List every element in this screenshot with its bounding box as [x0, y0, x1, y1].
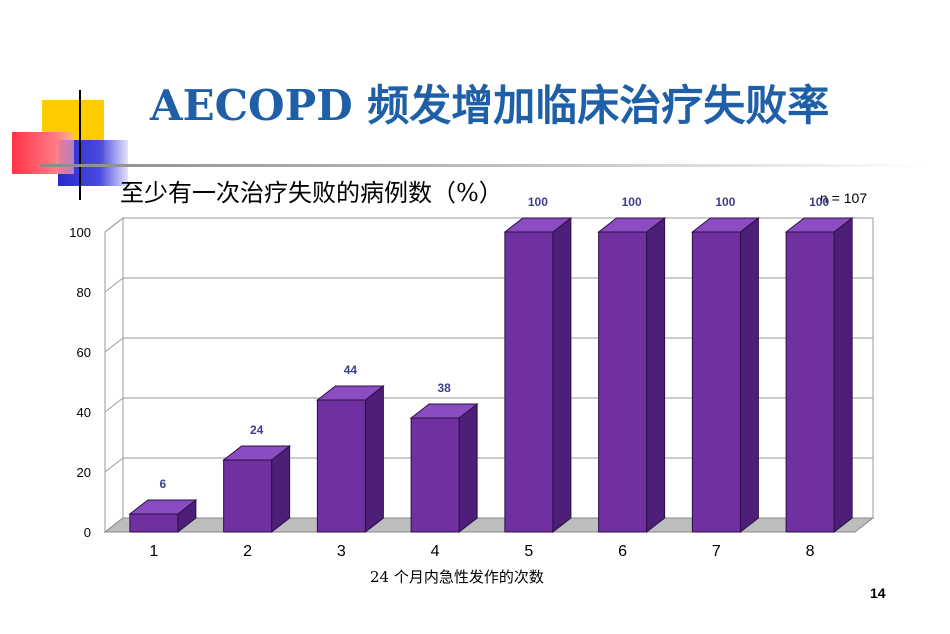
- bar-side: [364, 384, 384, 534]
- x-tick-label: 7: [712, 543, 721, 560]
- y-tick-label: 80: [77, 285, 91, 300]
- bar-side: [552, 216, 572, 534]
- bar-side: [646, 216, 666, 534]
- bar: [129, 513, 179, 533]
- bar-value-label: 100: [528, 195, 548, 209]
- chart-bars: [128, 216, 854, 534]
- title-divider: [40, 164, 925, 167]
- bar: [785, 231, 835, 533]
- bar: [223, 459, 273, 533]
- x-tick-label: 1: [149, 543, 158, 560]
- decor-red-square: [12, 132, 74, 174]
- y-tick-label: 60: [77, 345, 91, 360]
- chart-side-wall: [104, 216, 124, 534]
- bar-value-label: 44: [344, 363, 358, 377]
- bar-side: [271, 444, 291, 534]
- bar-side: [739, 216, 759, 534]
- slide-title: AECOPD 频发增加临床治疗失败率: [150, 81, 830, 130]
- chart-labels: 0 20 40 60 80 100 6 1 24 2 44 3 38 4 100 5 100 6 100 7 100 8: [69, 195, 829, 560]
- y-axis-label: 至少有一次治疗失败的病例数（%）: [120, 179, 503, 207]
- x-tick-label: 8: [806, 543, 815, 560]
- page-number: 14: [870, 585, 886, 601]
- bar-side: [458, 402, 478, 534]
- bar-value-label: 100: [715, 195, 735, 209]
- y-tick-label: 0: [84, 525, 91, 540]
- bar-value-label: 38: [437, 381, 451, 395]
- x-tick-label: 2: [243, 543, 252, 560]
- x-tick-label: 3: [337, 543, 346, 560]
- bar: [410, 417, 460, 533]
- sample-size-annotation: n = 107: [820, 190, 868, 206]
- bar: [598, 231, 648, 533]
- y-tick-label: 100: [69, 225, 91, 240]
- bar: [316, 399, 366, 533]
- x-tick-label: 4: [431, 543, 440, 560]
- bar-side: [833, 216, 853, 534]
- bar-value-label: 24: [250, 423, 264, 437]
- x-axis-label: 24 个月内急性发作的次数: [370, 568, 544, 586]
- bar-value-label: 6: [160, 477, 167, 491]
- decor-vertical-line: [79, 90, 81, 200]
- bar: [691, 231, 741, 533]
- y-tick-label: 40: [77, 405, 91, 420]
- bar-value-label: 100: [622, 195, 642, 209]
- bar: [504, 231, 554, 533]
- y-tick-label: 20: [77, 465, 91, 480]
- x-tick-label: 6: [618, 543, 627, 560]
- chart-floor: [103, 517, 875, 533]
- bar-value-label: 100: [809, 195, 829, 209]
- x-tick-label: 5: [524, 543, 533, 560]
- chart-gridlines: [103, 216, 875, 534]
